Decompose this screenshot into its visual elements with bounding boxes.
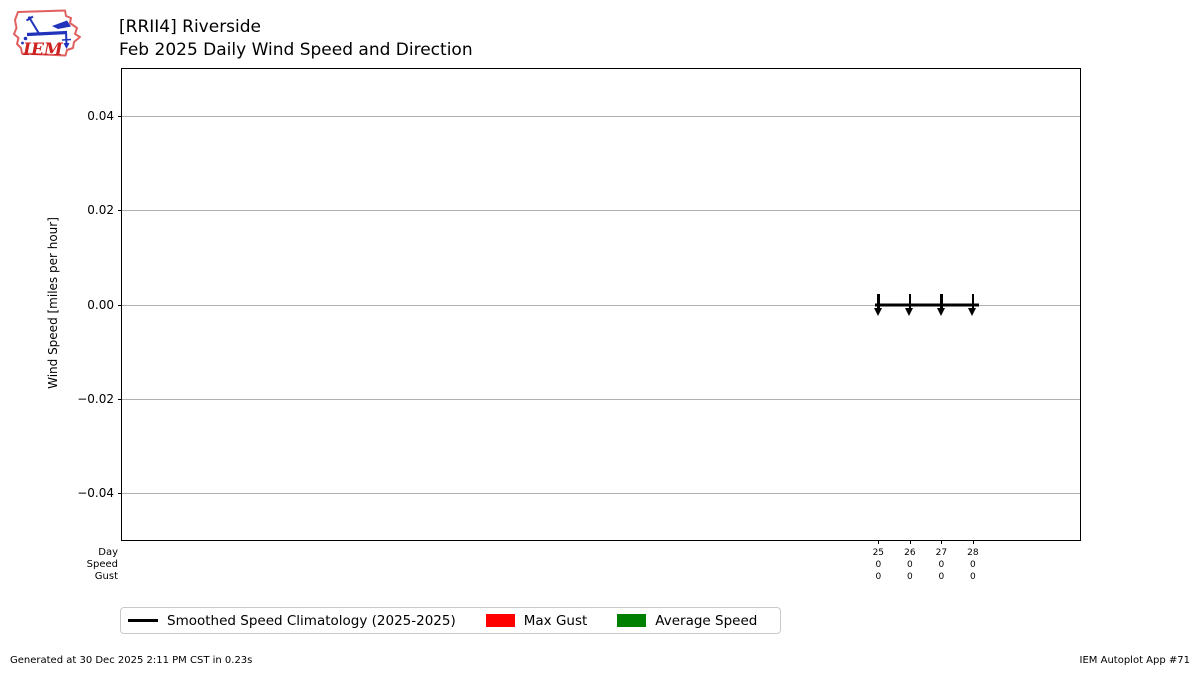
iem-logo: IEM	[13, 9, 81, 60]
legend-item-climatology: Smoothed Speed Climatology (2025-2025)	[128, 613, 456, 629]
wind-arrow-shaft	[877, 293, 880, 309]
chart-legend: Smoothed Speed Climatology (2025-2025) M…	[120, 607, 781, 634]
y-tick-label: −0.04	[77, 485, 114, 500]
app-attribution: IEM Autoplot App #71	[1079, 655, 1190, 666]
y-gridline	[122, 398, 1080, 400]
y-tick-label: 0.00	[87, 297, 114, 312]
x-tick-mark	[878, 540, 880, 544]
max-gust-swatch	[485, 614, 515, 627]
day-tick-label: 26	[904, 548, 916, 558]
y-gridline	[122, 210, 1080, 212]
day-tick-label: 27	[935, 548, 948, 558]
y-tick-label: 0.02	[87, 203, 114, 218]
logo-iem-text: IEM	[22, 40, 64, 60]
gust-value-label: 0	[969, 572, 976, 582]
speed-value-label: 0	[875, 560, 882, 570]
wind-arrow-head	[873, 307, 882, 316]
x-tick-mark	[909, 540, 911, 544]
legend-item-max-gust: Max Gust	[485, 612, 588, 629]
wind-arrow-shaft	[908, 293, 912, 309]
plot-area: 0.04 0.02 0.00 −0.02 −0.04 25 0 0 26 0 0 27 0 0 28 0 0 Da…	[77, 68, 1081, 582]
speed-value-label: 0	[906, 560, 913, 570]
x-row-caption-day: Day	[98, 547, 118, 558]
gust-value-label: 0	[875, 572, 882, 582]
chart-title-block: [RRII4] Riverside Feb 2025 Daily Wind Sp…	[119, 16, 473, 62]
generated-timestamp: Generated at 30 Dec 2025 2:11 PM CST in …	[10, 655, 253, 666]
y-tick-label: −0.02	[77, 391, 114, 406]
chart-subtitle: Feb 2025 Daily Wind Speed and Direction	[119, 40, 473, 60]
y-gridline	[122, 492, 1080, 494]
wind-arrow-shaft	[940, 293, 943, 309]
speed-value-label: 0	[969, 560, 976, 570]
x-row-caption-gust: Gust	[94, 571, 118, 582]
y-tick-mark	[118, 210, 122, 212]
x-tick-mark	[941, 540, 943, 544]
y-gridline	[122, 116, 1080, 118]
wind-arrow-head	[936, 307, 945, 316]
x-tick-mark	[972, 540, 974, 544]
speed-value-label: 0	[938, 560, 945, 570]
day-tick-label: 25	[872, 548, 885, 558]
x-row-caption-speed: Speed	[86, 559, 118, 570]
y-tick-mark	[118, 304, 122, 306]
gust-value-label: 0	[938, 572, 945, 582]
legend-label: Smoothed Speed Climatology (2025-2025)	[167, 612, 456, 629]
average-speed-swatch	[617, 614, 647, 627]
weathervane-icon	[21, 15, 72, 49]
wind-arrow-shaft	[971, 293, 975, 309]
climatology-line-swatch	[128, 619, 158, 622]
climatology-line	[875, 303, 980, 306]
legend-label: Max Gust	[523, 612, 588, 629]
gust-value-label: 0	[906, 572, 913, 582]
legend-label: Average Speed	[655, 612, 758, 629]
y-tick-mark	[118, 492, 122, 494]
wind-arrow-head	[968, 307, 977, 316]
y-tick-label: 0.04	[87, 109, 114, 124]
y-gridline	[122, 304, 1080, 306]
y-tick-mark	[118, 398, 122, 400]
wind-arrow-head	[905, 307, 914, 316]
day-tick-label: 28	[967, 548, 979, 558]
y-tick-mark	[118, 116, 122, 118]
legend-item-average-speed: Average Speed	[617, 613, 757, 629]
chart-title: [RRII4] Riverside	[119, 17, 262, 37]
